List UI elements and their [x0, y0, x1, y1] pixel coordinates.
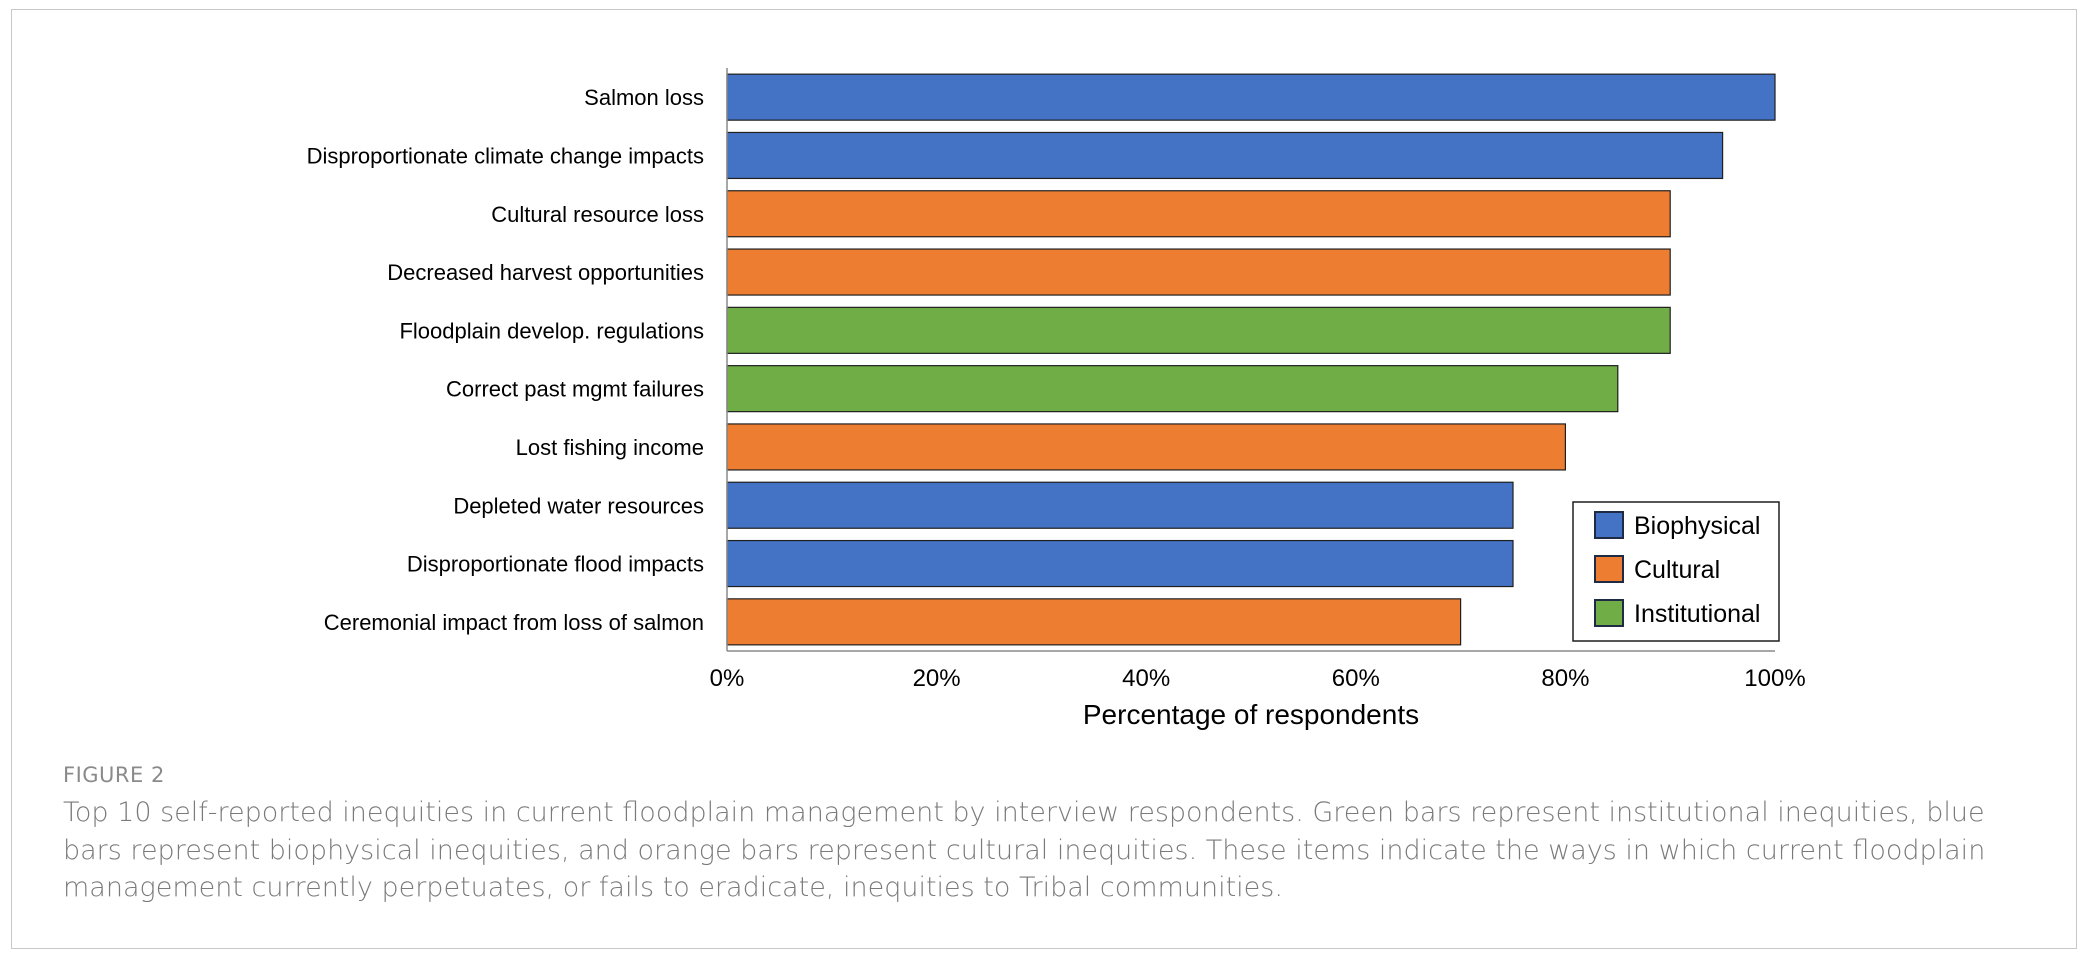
- legend-swatch: [1594, 555, 1624, 583]
- bar: [726, 306, 1671, 354]
- bars-layer: [726, 73, 1776, 646]
- legend-swatch: [1594, 599, 1624, 627]
- x-tick-label: 0%: [710, 665, 745, 692]
- x-axis-title: Percentage of respondents: [1083, 699, 1419, 730]
- bar: [726, 131, 1724, 180]
- x-tick-label: 20%: [913, 665, 961, 692]
- figure-frame: [11, 9, 2077, 949]
- legend-swatch: [1594, 511, 1624, 539]
- x-tick-label: 40%: [1122, 665, 1170, 692]
- x-tick-labels: 0% 20% 40% 60% 80% 100%: [710, 665, 1806, 692]
- category-label: Cultural resource loss: [491, 202, 704, 227]
- category-label: Disproportionate flood impacts: [407, 552, 704, 577]
- x-tick-label: 60%: [1332, 665, 1380, 692]
- bar: [726, 598, 1462, 646]
- category-label: Floodplain develop. regulations: [399, 318, 704, 343]
- legend-label: Cultural: [1634, 556, 1720, 584]
- bar: [726, 248, 1671, 296]
- bar-chart: Salmon loss Disproportionate climate chan…: [307, 68, 1806, 730]
- bar: [726, 481, 1514, 529]
- category-label: Disproportionate climate change impacts: [307, 143, 704, 168]
- category-label: Ceremonial impact from loss of salmon: [324, 610, 704, 635]
- legend: Biophysical Cultural Institutional: [1572, 501, 1780, 642]
- x-tick-label: 80%: [1541, 665, 1589, 692]
- category-label: Depleted water resources: [453, 493, 704, 518]
- category-label: Correct past mgmt failures: [446, 377, 704, 402]
- bar: [726, 365, 1619, 413]
- bar: [726, 423, 1567, 471]
- bar: [726, 539, 1514, 588]
- bar: [726, 190, 1671, 238]
- category-labels: Salmon loss Disproportionate climate chan…: [307, 85, 704, 635]
- bar: [726, 73, 1776, 121]
- category-label: Lost fishing income: [516, 435, 704, 460]
- category-label: Decreased harvest opportunities: [387, 260, 704, 285]
- figure-caption: Top 10 self-reported inequities in curre…: [63, 797, 1986, 903]
- legend-label: Institutional: [1634, 600, 1760, 628]
- category-label: Salmon loss: [584, 85, 704, 110]
- figure-label: FIGURE 2: [63, 763, 165, 787]
- legend-label: Biophysical: [1634, 512, 1760, 540]
- x-tick-label: 100%: [1744, 665, 1805, 692]
